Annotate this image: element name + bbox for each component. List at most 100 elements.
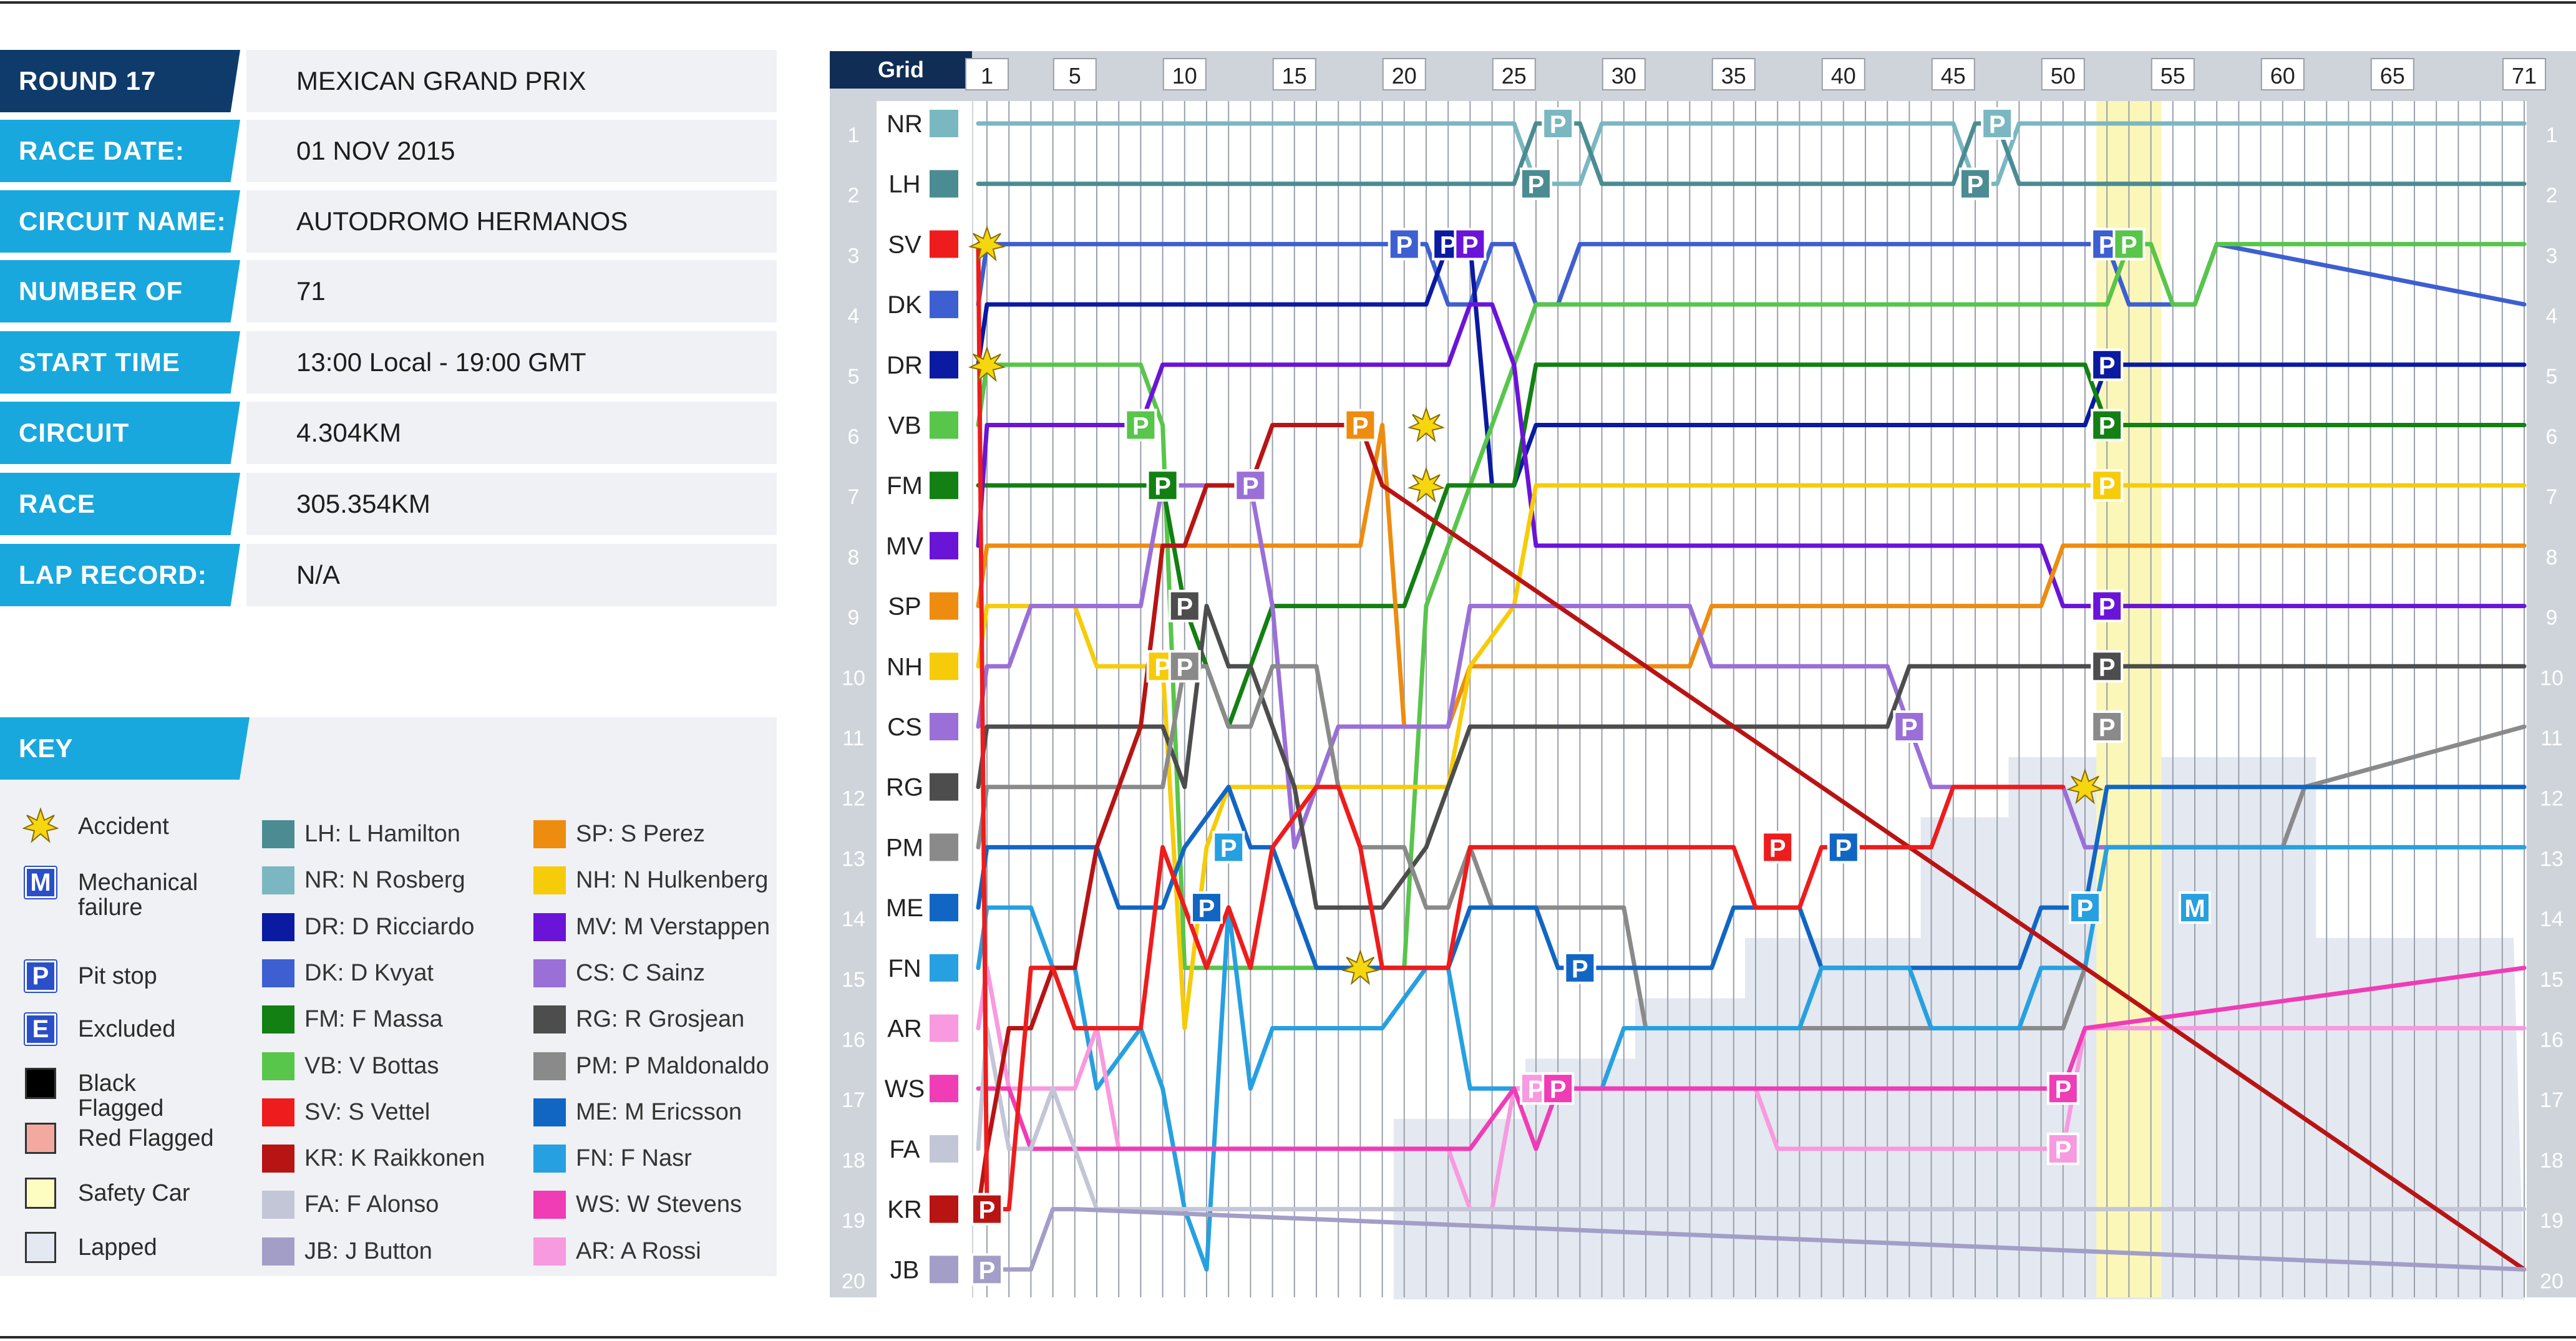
grid-position-number: 4 (848, 304, 860, 328)
final-position-number: 5 (2546, 365, 2558, 389)
lap-tick-box (2370, 58, 2414, 90)
driver-swatch (262, 1005, 294, 1034)
pit-stop-marker (2091, 469, 2124, 502)
driver-key-label: SV: S Vettel (304, 1098, 430, 1125)
lap-tick-label: 40 (1831, 63, 1856, 89)
pit-stop-label: P (1198, 895, 1215, 922)
bottom-rule (0, 1336, 2576, 1339)
lap-tick-label: 50 (2051, 63, 2076, 89)
grid-position-number: 20 (842, 1269, 865, 1293)
driver-swatch (533, 820, 566, 848)
driver-key-label: SP: S Perez (576, 821, 705, 847)
pit-stop-label: P (2099, 352, 2116, 380)
grid-position-number: 16 (842, 1029, 865, 1052)
driver-swatch (533, 1237, 566, 1266)
race-info-value: N/A (246, 544, 777, 606)
series-line-ws (976, 966, 2527, 1151)
key-symbol-label: Lapped (78, 1234, 157, 1261)
driver-key-label: ME: M Ericsson (576, 1098, 742, 1125)
pit-stop-marker (2091, 409, 2124, 442)
pit-stop-label: P (1176, 594, 1193, 621)
pit-stop-marker (1168, 650, 1201, 683)
pit-stop-marker (1981, 107, 2014, 140)
grid-driver-swatch (930, 1075, 958, 1103)
race-info-label: CIRCUIT LENGTH: (0, 402, 240, 464)
race-info-value: 71 (246, 260, 777, 322)
pit-stop-marker (1388, 228, 1421, 261)
lap-tick-label: 10 (1172, 63, 1197, 89)
lap-tick-label: 25 (1502, 63, 1527, 89)
grid-position-number: 7 (848, 485, 860, 509)
grid-position-number: 17 (842, 1088, 865, 1112)
series-line-mv (976, 302, 2527, 609)
grid-driver-swatch (930, 652, 958, 680)
grid-driver-swatch (930, 411, 958, 439)
race-info-label: RACE DISTANCE: (0, 473, 240, 535)
pit-stop-label: P (1154, 654, 1171, 681)
pit-stop-marker (2046, 1072, 2079, 1105)
driver-key-label: CS: C Sainz (576, 959, 705, 986)
lap-tick-box (1052, 58, 1097, 90)
series-line-sp (976, 423, 2527, 729)
driver-key-label: FN: F Nasr (576, 1145, 692, 1172)
driver-key-label: MV: M Verstappen (576, 913, 770, 940)
pit-stop-label: P (1967, 172, 1984, 199)
pit-stop-marker (1563, 951, 1597, 984)
pit-stop-icon: P (24, 959, 57, 993)
grid-position-number: 11 (842, 727, 864, 750)
grid-header-label: Grid (878, 57, 924, 82)
pit-stop-marker (1190, 891, 1223, 924)
grid-driver-code: SV (888, 231, 921, 258)
final-position-number: 14 (2540, 908, 2564, 931)
pit-stop-label: P (1396, 231, 1412, 259)
grid-position-number: 2 (848, 184, 860, 208)
race-info-value: 13:00 Local - 19:00 GMT (246, 331, 777, 394)
final-position-number: 2 (2546, 184, 2558, 208)
lap-tick-box (1492, 58, 1536, 90)
grid-position-number: 18 (842, 1149, 865, 1173)
pit-stop-label: P (1550, 1076, 1567, 1103)
safety-car-icon (25, 1178, 56, 1209)
grid-position-number: 14 (842, 908, 865, 931)
grid-driver-code: LH (888, 171, 920, 198)
race-info-value: MEXICAN GRAND PRIX (246, 50, 777, 112)
pit-stop-marker (1454, 228, 1487, 261)
pit-stop-label: P (2099, 413, 2116, 440)
grid-position-number: 6 (848, 425, 860, 449)
lap-tick-label: 30 (1611, 63, 1636, 89)
race-info-label: RACE DATE: (0, 120, 240, 182)
driver-swatch (533, 1145, 566, 1173)
pit-stop-label: P (1440, 231, 1457, 259)
grid-driver-swatch (930, 833, 958, 861)
grid-position-number: 3 (848, 244, 860, 268)
driver-swatch (262, 1098, 294, 1126)
pit-stop-marker (1234, 469, 1267, 502)
grid-position-number: 13 (842, 847, 865, 871)
driver-swatch (262, 913, 294, 941)
grid-driver-code: RG (886, 774, 923, 801)
final-position-number: 4 (2546, 304, 2558, 328)
driver-swatch (262, 1145, 294, 1173)
final-position-number: 12 (2540, 787, 2564, 811)
lap-tick-label: 20 (1392, 63, 1417, 89)
driver-swatch (533, 1098, 566, 1126)
grid-driver-swatch (930, 1135, 958, 1163)
mechanical-failure-marker (2179, 891, 2211, 924)
lap-tick-label: 1 (981, 63, 993, 89)
mechanical-failure-icon: M (24, 866, 57, 899)
driver-key-label: LH: L Hamilton (304, 821, 460, 847)
pit-stop-label: P (979, 1197, 996, 1224)
race-info-label: START TIME (0, 331, 240, 394)
pit-stop-label: P (1132, 413, 1149, 440)
driver-swatch (533, 1052, 566, 1080)
pit-stop-marker (1542, 107, 1575, 140)
key-symbol-label: Red Flagged (78, 1125, 214, 1151)
grid-position-number: 8 (848, 546, 860, 569)
lap-tick-label: 65 (2380, 63, 2405, 89)
pit-stop-label: P (2099, 594, 2116, 621)
pit-stop-marker (1212, 831, 1245, 864)
race-info-value: 4.304KM (246, 402, 777, 464)
driver-key-label: WS: W Stevens (576, 1191, 742, 1218)
final-position-number: 18 (2540, 1149, 2564, 1173)
driver-key-label: JB: J Button (304, 1237, 432, 1264)
